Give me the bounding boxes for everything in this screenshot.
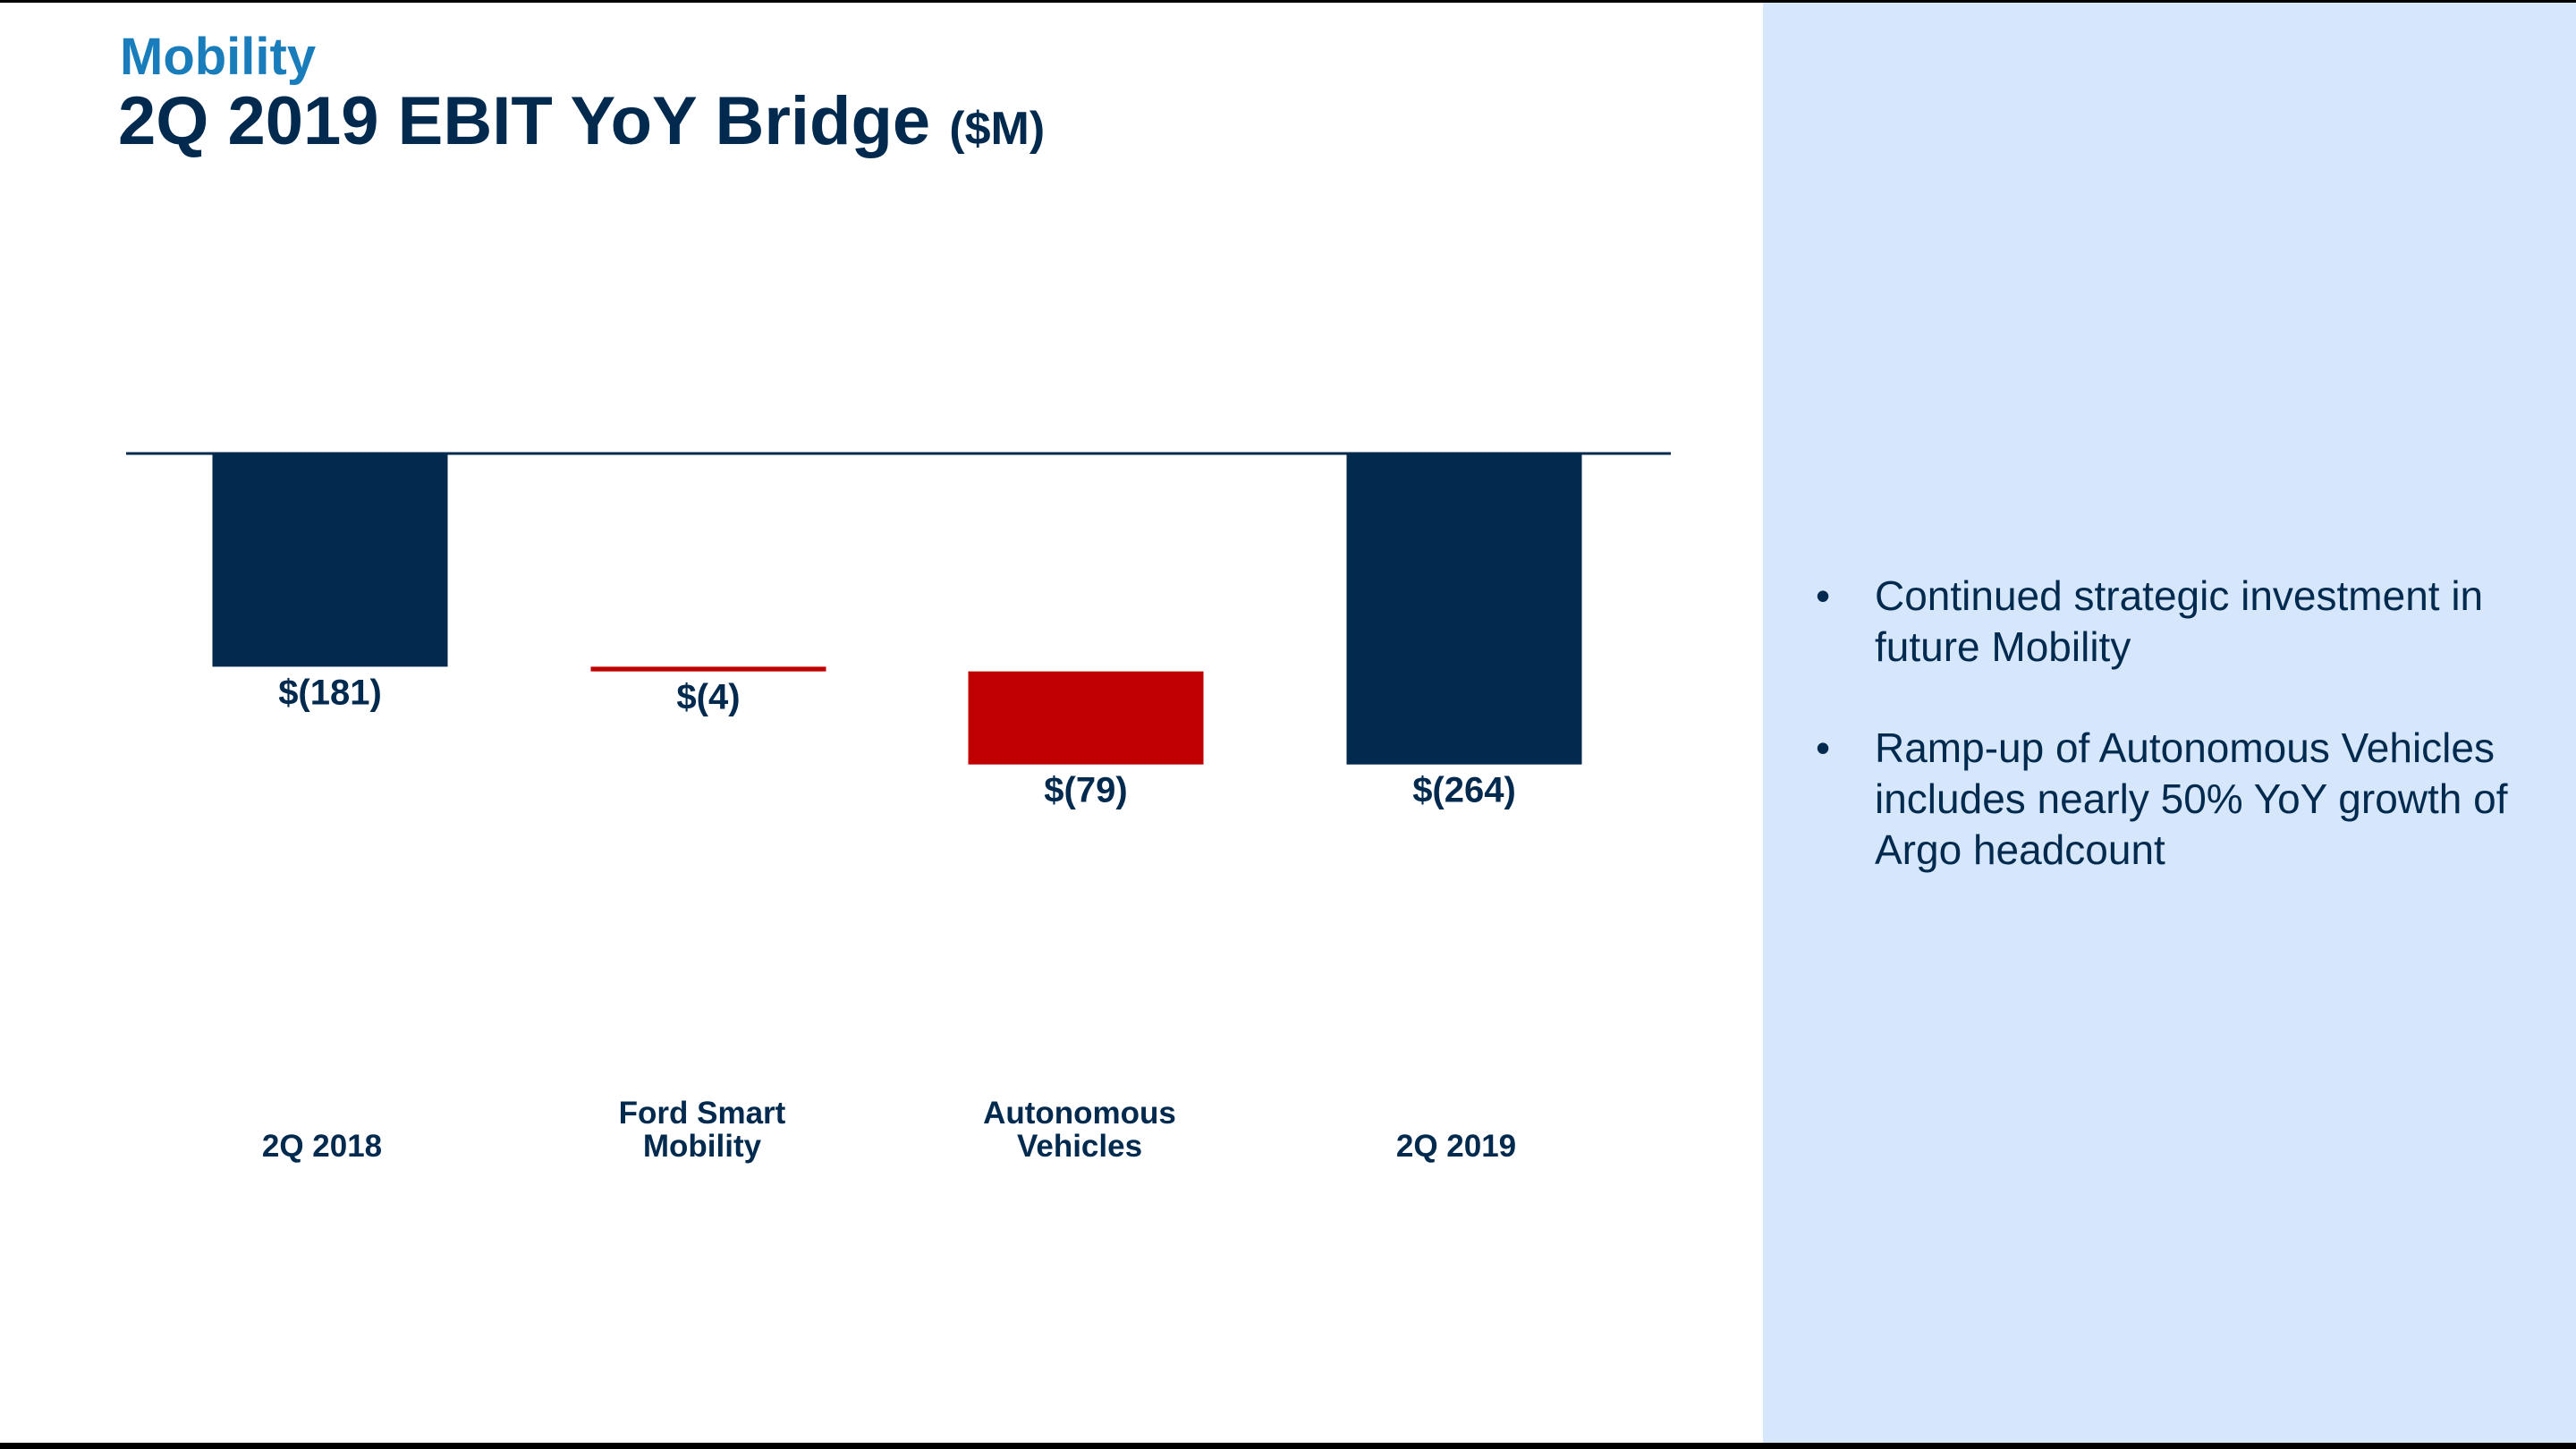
chart-title: 2Q 2019 EBIT YoY Bridge [118, 83, 931, 159]
bar [1346, 453, 1582, 765]
unit: ($M) [949, 103, 1046, 155]
x-tick-label: 2Q 2018 [261, 1129, 383, 1164]
x-tick-label: Ford Smart Mobility [618, 1096, 786, 1164]
subtitle: Mobility [120, 28, 317, 86]
bullet: Continued strategic investment in future… [1816, 571, 2528, 673]
x-tick-label: 2Q 2019 [1395, 1129, 1517, 1164]
x-tick-label: Autonomous Vehicles [983, 1096, 1176, 1164]
data-label: $(79) [1044, 771, 1127, 810]
chart: $(181) $(4) $(79) $(264) [126, 452, 1671, 810]
bar [590, 666, 826, 672]
bottom-rule [0, 1443, 2576, 1449]
bullet: Ramp-up of Autonomous Vehicles includes … [1816, 723, 2528, 876]
bar [212, 453, 448, 667]
top-rule [0, 0, 2576, 3]
title-block: 2Q 2019 EBIT YoY Bridge ($M) [118, 82, 1045, 160]
data-label: $(264) [1412, 771, 1516, 810]
bar [968, 671, 1204, 765]
bullet-list: Continued strategic investment in future… [1816, 571, 2531, 926]
data-label: $(4) [676, 678, 740, 717]
data-label: $(181) [278, 673, 382, 712]
